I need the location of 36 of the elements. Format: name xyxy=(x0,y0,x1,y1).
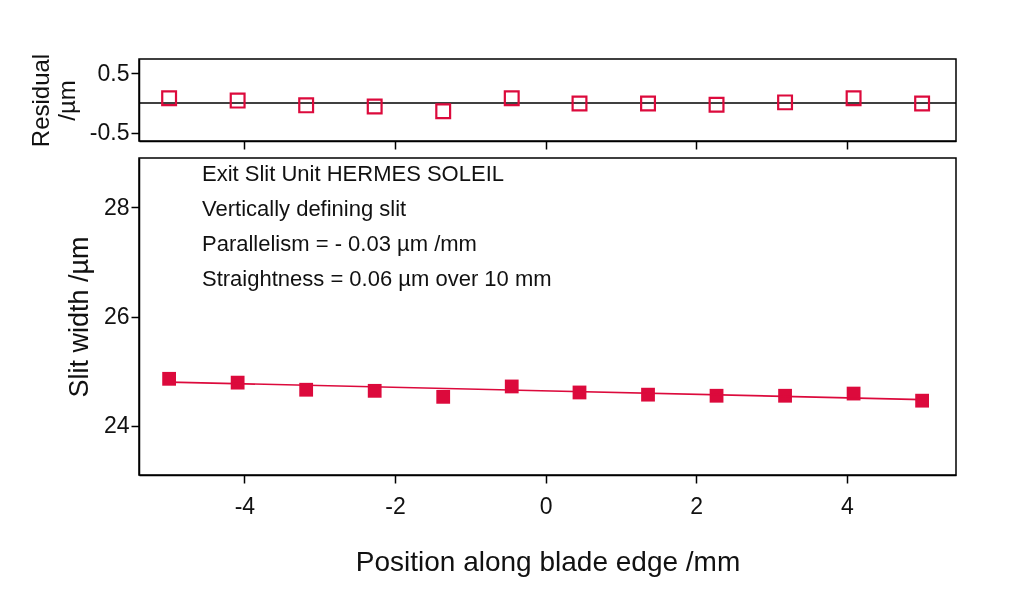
y-axis-title: Residual /µm xyxy=(26,53,80,148)
x-tick-label: 4 xyxy=(840,492,854,519)
point xyxy=(777,94,794,111)
y-tick-label: 0.5 xyxy=(97,59,130,86)
x-tick-label: -4 xyxy=(234,492,256,519)
y-tick-label: -0.5 xyxy=(89,119,130,146)
annotation: Parallelism = - 0.03 µm /mm xyxy=(202,231,477,256)
point xyxy=(914,95,931,112)
point xyxy=(230,375,245,390)
point xyxy=(435,103,452,120)
x-tick-label: 2 xyxy=(690,492,704,519)
y-tick-label: 24 xyxy=(103,412,130,439)
point xyxy=(640,95,657,112)
point xyxy=(915,393,930,408)
point xyxy=(845,90,862,107)
point xyxy=(299,382,314,397)
point xyxy=(708,96,725,113)
point xyxy=(366,98,383,115)
point xyxy=(641,387,655,402)
point xyxy=(503,90,520,107)
y-tick-label: 26 xyxy=(103,303,130,329)
point xyxy=(298,97,315,114)
point xyxy=(161,90,178,107)
annotation: Exit Slit Unit HERMES SOLEIL xyxy=(202,161,504,186)
x-axis-title: Position along blade edge /mm xyxy=(355,545,741,577)
x-tick-label: -2 xyxy=(385,492,406,519)
point xyxy=(571,95,588,112)
y-axis-title: Slit width /µm xyxy=(63,236,94,398)
point xyxy=(229,92,246,109)
point xyxy=(436,389,451,404)
x-tick-label: 0 xyxy=(539,492,553,519)
annotation: Vertically defining slit xyxy=(202,196,407,221)
point xyxy=(162,371,177,386)
point xyxy=(778,388,792,403)
y-tick-label: 28 xyxy=(103,193,130,220)
annotation: Straightness = 0.06 µm over 10 mm xyxy=(202,266,552,291)
